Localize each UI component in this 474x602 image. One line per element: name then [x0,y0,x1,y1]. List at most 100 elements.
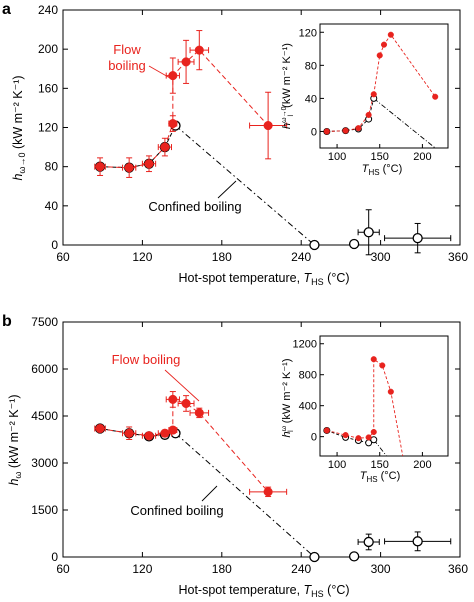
panel-a-flow-point [168,71,178,81]
panel-a-flow-point [124,163,134,173]
panel-a-x-ticks: 60 120 180 240 300 [56,10,391,264]
panel-a-y-ticks: 0 40 80 120 160 200 240 [38,3,460,252]
panel-b-x-tick-label: 60 [56,562,70,576]
panel-b-flow-pointer [164,369,200,402]
panel-b-confined-pointer [201,485,218,502]
panel-a-x-axis-unit: (°C) [324,271,350,285]
panel-a-inset-flow-point [380,41,388,48]
panel-a-confined-extrapolation [175,125,315,246]
panel-b-inset-flow-point [342,432,349,439]
panel-b-x-axis-label: Hot-spot temperature, THS (°C) [178,583,349,599]
panel-a-inset-x-unit: (°C) [380,163,403,175]
panel-b-inset-y-unit: (kW m⁻² K⁻¹) [281,359,293,427]
panel-a-inset-x-sub: HS [368,168,379,177]
panel-b-flow-point [95,423,105,434]
panel-a-inset-y-sup: ω→0 [281,106,288,122]
panel-a-y-tick-label: 120 [38,121,58,135]
panel-b-inset-flow-point [370,356,377,363]
panel-a-x-tick-label-360: 360 [448,250,468,264]
panel-b-inset-y-sub: l [288,430,295,432]
panel-a-inset-flow-point [342,127,349,134]
panel-a-inset-x-tick-label: 100 [328,151,346,163]
panel-b-x-axis-sub: HS [311,589,324,599]
panel-b-y-axis-label: hω (kW m⁻² K⁻¹) [7,394,23,485]
panel-a-flow-point [181,57,191,67]
panel-b-x-axis-var: T [304,583,313,597]
panel-a-inset-y-sub: l [288,114,295,116]
panel-b-inset-x-var: T [360,470,368,482]
panel-a-y-tick-label: 200 [38,42,58,56]
panel-a-inset-y-var: h [281,123,293,129]
panel-a-flow-point [263,120,273,131]
panel-a-y-tick-label: 0 [51,238,58,252]
panel-a-inset-x-tick-label: 150 [371,151,389,163]
panel-a-inset-flow-point [432,93,439,100]
panel-a-x-axis-label: Hot-spot temperature, THS (°C) [178,271,349,287]
panel-b-confined-point [412,536,423,547]
panel-a-confined-point [348,238,360,250]
panel-b-flow-point [168,394,178,404]
panel-b-inset-x-label: THS (°C) [360,470,401,484]
panel-b-x-axis-unit: (°C) [324,583,350,597]
panel-b-x-tick-label: 180 [212,562,232,576]
panel-b-y-axis-sub: ω [13,472,23,479]
panel-a-inset-y-tick-label: 0 [311,126,317,138]
panel-a-x-tick-label: 300 [371,250,391,264]
panel-b-inset-flow-point [323,427,330,434]
panel-b-inset-y-tick-label: 0 [311,432,317,444]
panel-a-inset-flow-point [355,125,362,132]
panel-b-confined-extrapolation [175,432,315,558]
panel-b-inset-y-tick-label: 400 [299,401,317,413]
panel-a-flow-label-line2: boiling [108,58,146,73]
panel-a-flow-point [194,45,204,55]
panel-a-inset-flow-point [387,31,394,38]
panel-b-inset-confined-point [370,436,378,444]
panel-a-confined-point [363,227,374,238]
panel-a-y-tick-label: 240 [38,3,58,17]
panel-a-flow-pointer [148,65,171,79]
panel-b-inset-flow-point [355,435,362,442]
panel-a-inset-x-var: T [362,163,370,175]
panel-b-inset-y-sup: ω [281,425,288,431]
panel-a-x-axis-sub: HS [311,277,324,287]
panel-a-inset-flow-point [370,91,377,98]
panel-a-inset-flow-point [376,52,383,59]
panel-b-y-tick-label: 6000 [31,362,58,376]
panel-b-x-tick-label: 300 [371,562,391,576]
panel-b-inset-ticks: 100 150 200 0 400 800 1200 [293,339,432,471]
panel-a-inset-y-unit: (kW m⁻² K⁻¹) [281,43,293,111]
panel-a-x-tick-label: 240 [291,250,311,264]
panel-b-confined-point [363,536,374,548]
panel-b-y-axis-var: h [7,479,21,486]
panel-b-x-tick-label: 240 [291,562,311,576]
panel-b-x-axis-label-text: Hot-spot temperature, [178,583,303,597]
panel-a-inset-flow-point [365,111,372,118]
panel-a-flow-label-line1: Flow [113,42,141,57]
panel-b-flow-point [263,487,273,497]
panel-a-y-axis-unit: (kW m⁻² K⁻¹) [11,75,25,152]
panel-a-inset-points [323,31,439,135]
panel-b-inset-frame [319,335,449,457]
panel-a-inset-ticks: 100 150 200 0 40 80 120 [299,27,432,163]
panel-b-plot-frame [62,321,461,558]
panel-b-inset-x-tick-label: 100 [328,459,346,471]
panel-b-flow-point [194,408,204,418]
panel-a-flow-point [168,119,178,129]
panel-b-inset-x-tick-label: 150 [371,459,389,471]
panel-b-x-ticks: 60 120 180 240 300 [56,322,391,576]
panel-a-y-tick-label: 160 [38,81,58,95]
panel-a-confined-point [309,239,320,251]
panel-b-flow-line [99,398,269,493]
panel-a-flow-point [144,159,154,169]
panel-b-y-tick-label: 1500 [31,503,58,517]
panel-b-confined-point [309,551,320,563]
panel-a-x-tick-label: 60 [56,250,70,264]
panel-b-confined-label: Confined boiling [130,503,223,518]
panel-b-series-points [94,391,452,563]
panel-a-y-axis-sub: ω→0 [17,153,27,174]
panel-a-confined-point [412,232,423,244]
panel-b-inset-flow-point [379,362,386,369]
